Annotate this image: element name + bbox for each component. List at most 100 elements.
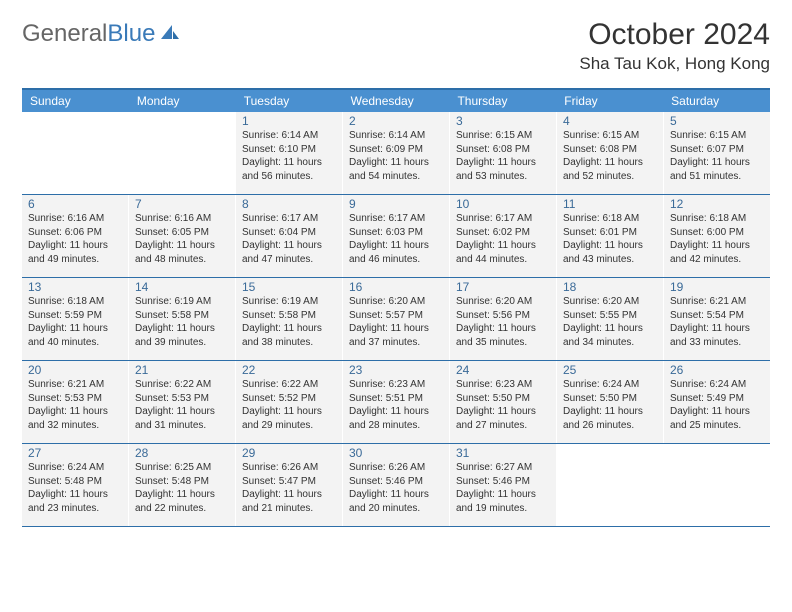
day-cell: 14Sunrise: 6:19 AMSunset: 5:58 PMDayligh… [129,278,236,360]
day-number: 6 [28,197,122,211]
day-details: Sunrise: 6:16 AMSunset: 6:06 PMDaylight:… [28,212,122,266]
day-number: 18 [563,280,657,294]
day-number: 29 [242,446,336,460]
day-number: 4 [563,114,657,128]
day-cell: 25Sunrise: 6:24 AMSunset: 5:50 PMDayligh… [557,361,664,443]
day-cell: 19Sunrise: 6:21 AMSunset: 5:54 PMDayligh… [664,278,770,360]
day-details: Sunrise: 6:22 AMSunset: 5:53 PMDaylight:… [135,378,229,432]
day-number: 21 [135,363,229,377]
day-number: 27 [28,446,122,460]
day-number: 23 [349,363,443,377]
day-details: Sunrise: 6:26 AMSunset: 5:46 PMDaylight:… [349,461,443,515]
day-details: Sunrise: 6:17 AMSunset: 6:04 PMDaylight:… [242,212,336,266]
day-header-row: SundayMondayTuesdayWednesdayThursdayFrid… [22,90,770,112]
day-cell: 31Sunrise: 6:27 AMSunset: 5:46 PMDayligh… [450,444,557,526]
day-details: Sunrise: 6:27 AMSunset: 5:46 PMDaylight:… [456,461,550,515]
day-number: 16 [349,280,443,294]
day-number: 28 [135,446,229,460]
day-cell: 15Sunrise: 6:19 AMSunset: 5:58 PMDayligh… [236,278,343,360]
day-number: 14 [135,280,229,294]
day-details: Sunrise: 6:18 AMSunset: 6:01 PMDaylight:… [563,212,657,266]
day-cell: 6Sunrise: 6:16 AMSunset: 6:06 PMDaylight… [22,195,129,277]
calendar: SundayMondayTuesdayWednesdayThursdayFrid… [22,88,770,527]
week-row: 20Sunrise: 6:21 AMSunset: 5:53 PMDayligh… [22,361,770,444]
day-details: Sunrise: 6:25 AMSunset: 5:48 PMDaylight:… [135,461,229,515]
day-number: 17 [456,280,550,294]
day-details: Sunrise: 6:19 AMSunset: 5:58 PMDaylight:… [242,295,336,349]
day-details: Sunrise: 6:15 AMSunset: 6:08 PMDaylight:… [456,129,550,183]
day-number: 7 [135,197,229,211]
day-cell: 2Sunrise: 6:14 AMSunset: 6:09 PMDaylight… [343,112,450,194]
day-cell: 24Sunrise: 6:23 AMSunset: 5:50 PMDayligh… [450,361,557,443]
day-details: Sunrise: 6:15 AMSunset: 6:08 PMDaylight:… [563,129,657,183]
day-cell: 7Sunrise: 6:16 AMSunset: 6:05 PMDaylight… [129,195,236,277]
day-details: Sunrise: 6:14 AMSunset: 6:09 PMDaylight:… [349,129,443,183]
day-cell: 26Sunrise: 6:24 AMSunset: 5:49 PMDayligh… [664,361,770,443]
day-number: 13 [28,280,122,294]
day-cell: 4Sunrise: 6:15 AMSunset: 6:08 PMDaylight… [557,112,664,194]
day-cell: 23Sunrise: 6:23 AMSunset: 5:51 PMDayligh… [343,361,450,443]
day-cell: 17Sunrise: 6:20 AMSunset: 5:56 PMDayligh… [450,278,557,360]
day-number: 8 [242,197,336,211]
day-details: Sunrise: 6:14 AMSunset: 6:10 PMDaylight:… [242,129,336,183]
day-cell: 13Sunrise: 6:18 AMSunset: 5:59 PMDayligh… [22,278,129,360]
week-row: 27Sunrise: 6:24 AMSunset: 5:48 PMDayligh… [22,444,770,527]
day-details: Sunrise: 6:17 AMSunset: 6:02 PMDaylight:… [456,212,550,266]
day-details: Sunrise: 6:20 AMSunset: 5:56 PMDaylight:… [456,295,550,349]
logo-text-2: Blue [107,20,155,48]
empty-cell [129,112,236,194]
day-details: Sunrise: 6:17 AMSunset: 6:03 PMDaylight:… [349,212,443,266]
month-title: October 2024 [579,18,770,52]
day-number: 9 [349,197,443,211]
week-row: 13Sunrise: 6:18 AMSunset: 5:59 PMDayligh… [22,278,770,361]
day-header: Thursday [449,90,556,112]
day-number: 31 [456,446,550,460]
weeks-container: 1Sunrise: 6:14 AMSunset: 6:10 PMDaylight… [22,112,770,527]
logo: GeneralBlue [22,20,181,48]
page-header: GeneralBlue October 2024 Sha Tau Kok, Ho… [22,18,770,74]
day-details: Sunrise: 6:19 AMSunset: 5:58 PMDaylight:… [135,295,229,349]
day-number: 30 [349,446,443,460]
day-header: Saturday [663,90,770,112]
day-details: Sunrise: 6:16 AMSunset: 6:05 PMDaylight:… [135,212,229,266]
day-number: 12 [670,197,764,211]
day-number: 3 [456,114,550,128]
day-details: Sunrise: 6:22 AMSunset: 5:52 PMDaylight:… [242,378,336,432]
week-row: 1Sunrise: 6:14 AMSunset: 6:10 PMDaylight… [22,112,770,195]
day-number: 11 [563,197,657,211]
day-details: Sunrise: 6:23 AMSunset: 5:51 PMDaylight:… [349,378,443,432]
day-number: 10 [456,197,550,211]
day-cell: 29Sunrise: 6:26 AMSunset: 5:47 PMDayligh… [236,444,343,526]
day-details: Sunrise: 6:24 AMSunset: 5:48 PMDaylight:… [28,461,122,515]
day-cell: 21Sunrise: 6:22 AMSunset: 5:53 PMDayligh… [129,361,236,443]
day-number: 24 [456,363,550,377]
day-number: 2 [349,114,443,128]
day-number: 25 [563,363,657,377]
day-header: Friday [556,90,663,112]
empty-cell [664,444,770,526]
empty-cell [22,112,129,194]
day-header: Sunday [22,90,129,112]
day-cell: 16Sunrise: 6:20 AMSunset: 5:57 PMDayligh… [343,278,450,360]
day-details: Sunrise: 6:24 AMSunset: 5:49 PMDaylight:… [670,378,764,432]
day-details: Sunrise: 6:18 AMSunset: 6:00 PMDaylight:… [670,212,764,266]
logo-text-1: General [22,20,107,48]
day-cell: 18Sunrise: 6:20 AMSunset: 5:55 PMDayligh… [557,278,664,360]
day-cell: 5Sunrise: 6:15 AMSunset: 6:07 PMDaylight… [664,112,770,194]
day-cell: 27Sunrise: 6:24 AMSunset: 5:48 PMDayligh… [22,444,129,526]
week-row: 6Sunrise: 6:16 AMSunset: 6:06 PMDaylight… [22,195,770,278]
day-number: 15 [242,280,336,294]
day-cell: 11Sunrise: 6:18 AMSunset: 6:01 PMDayligh… [557,195,664,277]
day-cell: 10Sunrise: 6:17 AMSunset: 6:02 PMDayligh… [450,195,557,277]
day-details: Sunrise: 6:26 AMSunset: 5:47 PMDaylight:… [242,461,336,515]
logo-sail-icon [159,20,181,48]
location-subtitle: Sha Tau Kok, Hong Kong [579,54,770,74]
day-header: Wednesday [343,90,450,112]
day-details: Sunrise: 6:20 AMSunset: 5:57 PMDaylight:… [349,295,443,349]
title-block: October 2024 Sha Tau Kok, Hong Kong [579,18,770,74]
day-cell: 12Sunrise: 6:18 AMSunset: 6:00 PMDayligh… [664,195,770,277]
day-cell: 20Sunrise: 6:21 AMSunset: 5:53 PMDayligh… [22,361,129,443]
day-number: 22 [242,363,336,377]
day-details: Sunrise: 6:23 AMSunset: 5:50 PMDaylight:… [456,378,550,432]
day-number: 26 [670,363,764,377]
